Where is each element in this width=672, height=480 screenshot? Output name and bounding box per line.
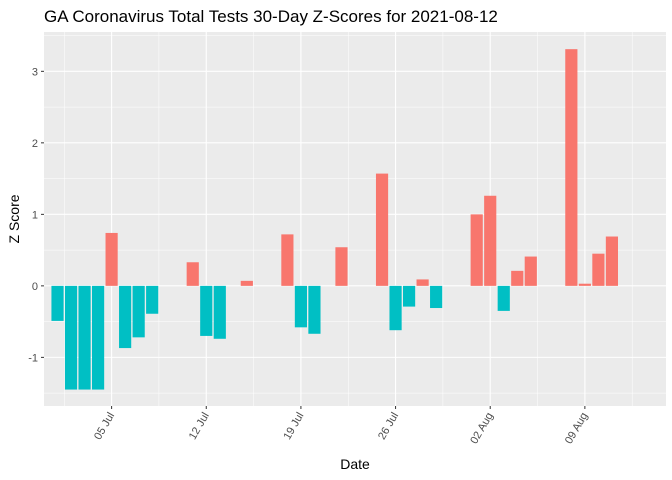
bar (524, 256, 537, 286)
chart-title: GA Coronavirus Total Tests 30-Day Z-Scor… (44, 7, 498, 26)
bar (64, 285, 78, 390)
bar (565, 49, 578, 286)
bar (186, 262, 199, 286)
bar (308, 285, 321, 334)
bar (281, 234, 294, 286)
y-tick-label: 1 (32, 209, 38, 221)
bar (200, 285, 213, 336)
bars (51, 49, 618, 390)
x-axis-title: Date (340, 456, 370, 472)
bar (375, 173, 389, 286)
y-tick-label: 3 (32, 66, 38, 78)
y-axis: -1 0 1 2 3 (28, 66, 44, 364)
bar (389, 285, 402, 331)
bar (605, 236, 618, 286)
bar (78, 285, 91, 390)
plot-panel (44, 32, 666, 406)
bar (403, 285, 416, 307)
bar (416, 279, 429, 286)
bar (92, 285, 105, 390)
bar (470, 214, 483, 286)
bar (105, 232, 118, 286)
y-tick-label: 0 (32, 281, 38, 293)
bar (484, 195, 497, 286)
bar (497, 285, 510, 311)
bar (240, 280, 253, 286)
y-tick-label: 2 (32, 138, 38, 150)
bar (294, 285, 307, 328)
minor-gridlines (44, 32, 666, 406)
bar (511, 270, 524, 286)
bar (592, 253, 605, 286)
bar (146, 285, 159, 314)
bar (132, 285, 145, 338)
bar (335, 247, 348, 286)
bar (578, 283, 591, 286)
bar (119, 285, 132, 349)
y-axis-title: Z Score (6, 194, 22, 243)
bar (213, 285, 226, 339)
bar (51, 285, 64, 321)
bar (430, 285, 443, 309)
y-tick-label: -1 (28, 352, 38, 364)
